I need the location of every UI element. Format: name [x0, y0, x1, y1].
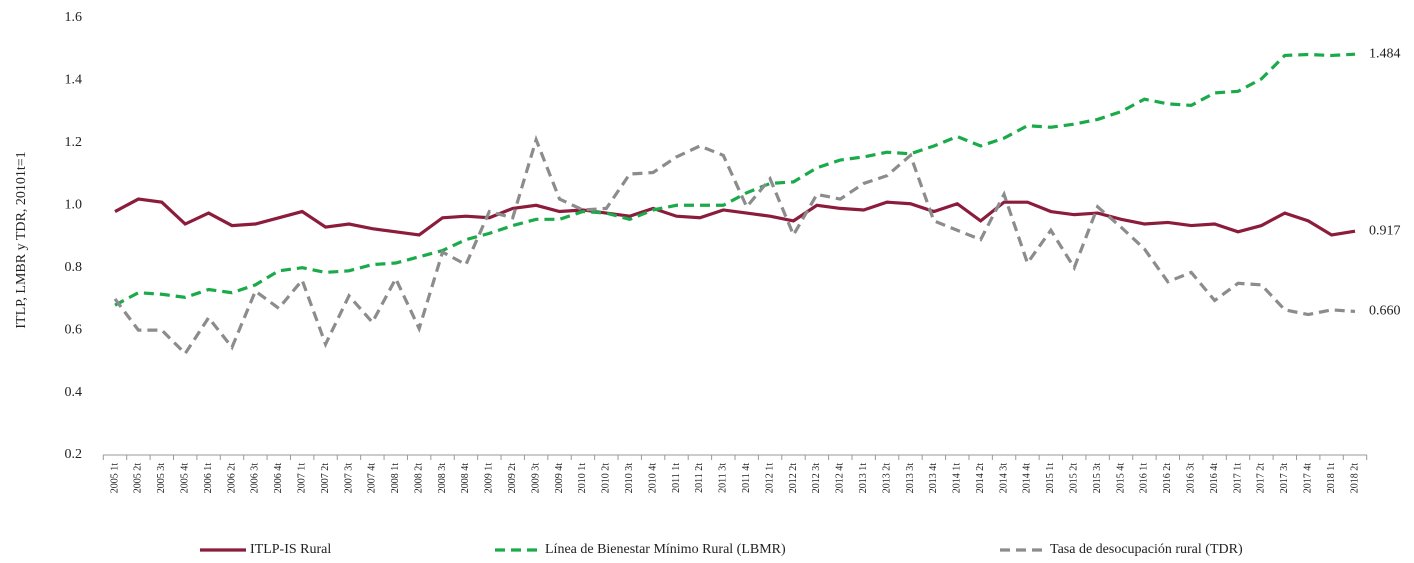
y-axis-title: ITLP, LMBR y TDR, 20101t=1 [14, 151, 29, 328]
x-tick-label: 2016 4t [1209, 463, 1220, 494]
x-tick-label: 2006 4t [273, 463, 284, 494]
x-tick-label: 2015 4t [1115, 463, 1126, 494]
x-tick-label: 2014 1t [952, 463, 963, 494]
x-tick-label: 2007 1t [296, 463, 307, 494]
x-tick-label: 2009 2t [507, 463, 518, 494]
x-tick-label: 2008 3t [437, 463, 448, 494]
x-tick-label: 2015 3t [1092, 463, 1103, 494]
x-tick-label: 2015 1t [1045, 463, 1056, 494]
x-tick-label: 2008 2t [413, 463, 424, 494]
x-tick-label: 2012 4t [835, 463, 846, 494]
x-tick-label: 2012 1t [764, 463, 775, 494]
x-tick-label: 2014 4t [1022, 463, 1033, 494]
x-tick-label: 2017 2t [1256, 463, 1267, 494]
x-tick-label: 2017 3t [1279, 463, 1290, 494]
x-tick-label: 2006 3t [250, 463, 261, 494]
x-tick-label: 2006 2t [226, 463, 237, 494]
x-tick-label: 2014 2t [975, 463, 986, 494]
y-tick-label: 0.8 [65, 260, 83, 275]
series-line [114, 197, 1356, 237]
data-label: 1.484 [1369, 46, 1401, 61]
x-tick-label: 2012 2t [788, 463, 799, 494]
x-tick-label: 2005 1t [109, 463, 120, 494]
x-tick-label: 2010 4t [647, 463, 658, 494]
x-tick-label: 2005 4t [179, 463, 190, 494]
x-tick-label: 2007 2t [320, 463, 331, 494]
x-tick-label: 2011 3t [718, 463, 729, 493]
x-tick-label: 2016 2t [1162, 463, 1173, 494]
x-tick-label: 2009 4t [554, 463, 565, 494]
legend-label: Tasa de desocupación rural (TDR) [1050, 542, 1243, 557]
x-tick-label: 2013 4t [928, 463, 939, 494]
legend-label: Línea de Bienestar Mínimo Rural (LBMR) [545, 542, 786, 557]
x-tick-label: 2015 2t [1069, 463, 1080, 494]
y-tick-label: 0.2 [65, 447, 83, 462]
x-tick-label: 2006 1t [203, 463, 214, 494]
y-tick-label: 1.0 [65, 198, 83, 213]
x-tick-label: 2018 2t [1349, 463, 1360, 494]
x-tick-label: 2014 3t [998, 463, 1009, 494]
x-tick-label: 2017 1t [1232, 463, 1243, 494]
y-tick-label: 0.6 [65, 322, 83, 337]
x-tick-label: 2013 2t [881, 463, 892, 494]
x-tick-label: 2010 3t [624, 463, 635, 494]
series-line [113, 134, 1356, 357]
x-tick-label: 2007 4t [367, 463, 378, 494]
x-tick-label: 2013 3t [905, 463, 916, 494]
x-tick-label: 2011 2t [694, 463, 705, 493]
data-label: 0.917 [1369, 223, 1401, 238]
x-tick-label: 2005 3t [156, 463, 167, 494]
legend-label: ITLP-IS Rural [250, 542, 331, 557]
x-tick-label: 2009 1t [484, 463, 495, 494]
x-tick-label: 2018 1t [1326, 463, 1337, 494]
x-tick-label: 2008 4t [460, 463, 471, 494]
x-tick-label: 2017 4t [1303, 463, 1314, 494]
x-tick-label: 2011 4t [741, 463, 752, 493]
series-line [114, 52, 1356, 307]
x-tick-label: 2005 2t [133, 463, 144, 494]
x-tick-label: 2011 1t [671, 463, 682, 493]
x-tick-label: 2016 1t [1139, 463, 1150, 494]
y-tick-label: 0.4 [65, 385, 83, 400]
x-tick-label: 2010 1t [577, 463, 588, 494]
x-tick-label: 2012 3t [811, 463, 822, 494]
y-tick-label: 1.4 [65, 73, 83, 88]
x-tick-label: 2010 2t [601, 463, 612, 494]
y-tick-label: 1.6 [65, 10, 83, 25]
x-tick-label: 2016 3t [1186, 463, 1197, 494]
x-tick-label: 2009 3t [530, 463, 541, 494]
y-tick-label: 1.2 [65, 135, 83, 150]
data-label: 0.660 [1369, 304, 1401, 319]
x-tick-label: 2013 1t [858, 463, 869, 494]
x-tick-label: 2008 1t [390, 463, 401, 494]
x-tick-label: 2007 3t [343, 463, 354, 494]
